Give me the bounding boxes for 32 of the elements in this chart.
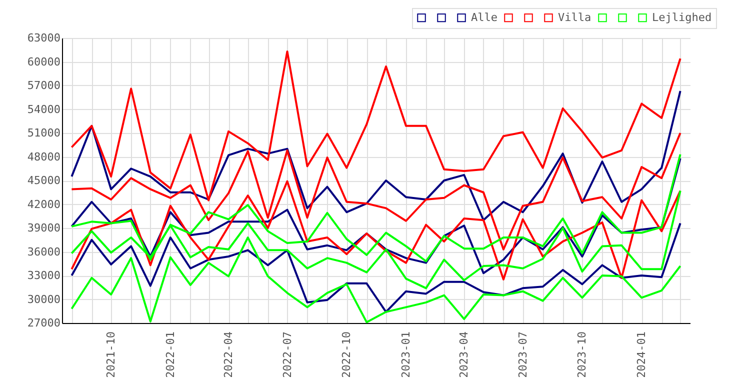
y-tick-label: 45000 [27,174,60,187]
x-tick-label: 2023-07 [516,332,530,378]
line-series [70,180,682,280]
y-tick-label: 57000 [27,79,60,92]
legend-label: Villa [558,10,592,24]
line-series [70,90,682,222]
x-tick-label: 2022-04 [222,331,236,378]
y-tick-label: 36000 [27,245,60,258]
line-series [70,50,682,202]
x-tick-label: 2023-10 [576,332,589,378]
x-tick-label: 2023-04 [458,331,471,378]
legend-label: Lejlighed [652,10,712,24]
y-tick-label: 42000 [27,198,60,211]
y-tick-label: 60000 [27,55,60,68]
x-tick-label: 2023-01 [400,332,413,378]
y-tick-label: 54000 [27,102,60,116]
x-tick-label: 2022-07 [280,332,294,378]
x-tick-label: 2022-10 [340,332,354,378]
x-tick-label: 2022-01 [164,332,177,378]
y-tick-label: 30000 [27,292,60,306]
y-tick-label: 27000 [27,316,60,330]
y-tick-label: 48000 [27,150,60,164]
line-series [70,132,682,250]
line-series [70,222,682,313]
x-tick-label: 2024-01 [635,332,648,378]
x-tick-label: 2021-10 [104,332,118,378]
y-tick-label: 51000 [27,126,60,140]
y-tick-label: 63000 [27,32,60,44]
y-tick-label: 33000 [27,269,60,282]
legend-label: Alle [471,10,498,24]
y-tick-label: 39000 [27,222,60,234]
line-series [70,236,682,324]
